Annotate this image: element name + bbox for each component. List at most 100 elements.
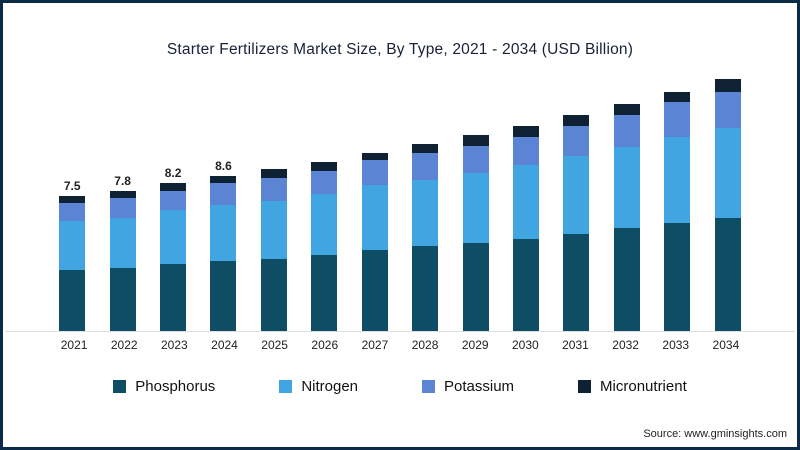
bar-group: 8.6 [198, 63, 248, 331]
bar-group [299, 63, 349, 331]
bar-group [350, 63, 400, 331]
bar-group [450, 63, 500, 331]
bar-stack [714, 79, 741, 331]
bar-segment-nitrogen [109, 217, 136, 268]
bar-group: 7.5 [47, 63, 97, 331]
bar-segment-micronutrient [462, 134, 489, 146]
legend-item-potassium: Potassium [422, 378, 514, 395]
legend: Phosphorus Nitrogen Potassium Micronutrient [3, 378, 797, 395]
bar-segment-nitrogen [260, 201, 287, 259]
x-axis-label: 2021 [60, 338, 88, 352]
bar-segment-potassium [613, 115, 640, 148]
bar-segment-nitrogen [613, 147, 640, 229]
bar-stack [260, 169, 287, 331]
bar-segment-phosphorus [563, 233, 590, 331]
legend-label: Micronutrient [600, 378, 687, 395]
bar-segment-phosphorus [109, 268, 136, 331]
bar-segment-phosphorus [311, 255, 338, 331]
bar-segment-phosphorus [462, 242, 489, 331]
bar-segment-potassium [361, 160, 388, 186]
bar-stack [613, 104, 640, 331]
bar-segment-micronutrient [513, 125, 539, 137]
legend-swatch [113, 380, 127, 393]
bar-group [501, 63, 551, 331]
bar-segment-micronutrient [563, 115, 590, 126]
legend-item-nitrogen: Nitrogen [279, 378, 358, 395]
bar-segment-micronutrient [59, 196, 86, 204]
bar-segment-nitrogen [412, 179, 439, 247]
bar-stack [664, 91, 691, 331]
bar-group [400, 63, 450, 331]
x-axis-label: 2025 [261, 338, 288, 352]
bar-segment-nitrogen [311, 194, 338, 256]
chart-title: Starter Fertilizers Market Size, By Type… [166, 41, 634, 58]
bar-stack [109, 190, 136, 331]
x-axis-label: 2023 [161, 338, 188, 352]
bar-segment-potassium [210, 183, 237, 206]
bar-value-label: 8.6 [215, 159, 232, 174]
x-axis-label: 2028 [411, 338, 439, 352]
bar-segment-phosphorus [714, 217, 741, 331]
x-axis-label: 2027 [361, 338, 389, 352]
bar-segment-phosphorus [361, 250, 388, 331]
x-axis-label: 2034 [712, 338, 740, 352]
bar-stack [160, 183, 187, 331]
legend-label: Phosphorus [135, 378, 216, 395]
bar-stack [361, 152, 388, 331]
bar-group [652, 63, 702, 331]
bar-segment-phosphorus [210, 260, 237, 331]
bar-segment-potassium [311, 170, 338, 195]
bar-segment-nitrogen [563, 156, 590, 234]
bar-segment-potassium [462, 145, 489, 173]
bar-segment-nitrogen [361, 185, 388, 250]
bar-value-label: 8.2 [164, 166, 182, 181]
bar-segment-potassium [513, 136, 539, 166]
x-axis-label: 2026 [311, 338, 339, 352]
bar-segment-potassium [260, 178, 287, 202]
bar-value-label: 7.8 [114, 173, 131, 188]
legend-item-phosphorus: Phosphorus [113, 378, 215, 395]
bar-segment-micronutrient [160, 183, 187, 191]
x-axis-label: 2030 [511, 338, 539, 352]
bar-segment-nitrogen [714, 127, 741, 218]
bar-segment-micronutrient [260, 169, 287, 179]
bar-segment-micronutrient [613, 104, 640, 116]
bar-group: 8.2 [148, 63, 198, 331]
bar-segment-potassium [59, 203, 86, 222]
bar-segment-phosphorus [412, 246, 439, 331]
x-axis-label: 2024 [211, 338, 238, 352]
bar-segment-nitrogen [210, 205, 237, 261]
x-axis-label: 2029 [461, 338, 489, 352]
bar-group [551, 63, 601, 331]
bar-stack [563, 115, 590, 331]
bar-segment-micronutrient [109, 190, 136, 198]
bar-segment-micronutrient [361, 152, 388, 161]
bar-segment-micronutrient [412, 143, 439, 153]
bar-segment-potassium [109, 197, 136, 218]
bar-group: 7.8 [97, 63, 147, 331]
bar-segment-potassium [412, 152, 439, 180]
bar-segment-phosphorus [160, 264, 187, 331]
bar-segment-nitrogen [160, 210, 187, 265]
x-axis-label: 2032 [612, 338, 639, 352]
plot-area: 7.5 7.8 8.2 8.6 [3, 63, 797, 331]
bar-segment-nitrogen [664, 136, 691, 223]
legend-label: Nitrogen [301, 378, 359, 395]
bar-value-label: 7.5 [63, 179, 81, 194]
bar-segment-phosphorus [260, 259, 287, 331]
bar-segment-micronutrient [210, 176, 237, 184]
bar-segment-phosphorus [59, 269, 86, 331]
x-axis-label: 2033 [662, 338, 690, 352]
bar-segment-phosphorus [513, 239, 539, 331]
x-axis-label: 2031 [562, 338, 589, 352]
bar-stack [462, 134, 489, 331]
legend-swatch [422, 380, 436, 393]
bar-segment-nitrogen [59, 221, 86, 270]
bar-segment-micronutrient [714, 79, 741, 92]
legend-label: Potassium [444, 378, 515, 395]
x-axis: 2021 2022 2023 2024 2025 2026 2027 2028 2029 2030… [5, 331, 795, 352]
bar-segment-micronutrient [664, 91, 691, 103]
bar-segment-potassium [563, 125, 590, 157]
bar-stack [59, 196, 86, 331]
